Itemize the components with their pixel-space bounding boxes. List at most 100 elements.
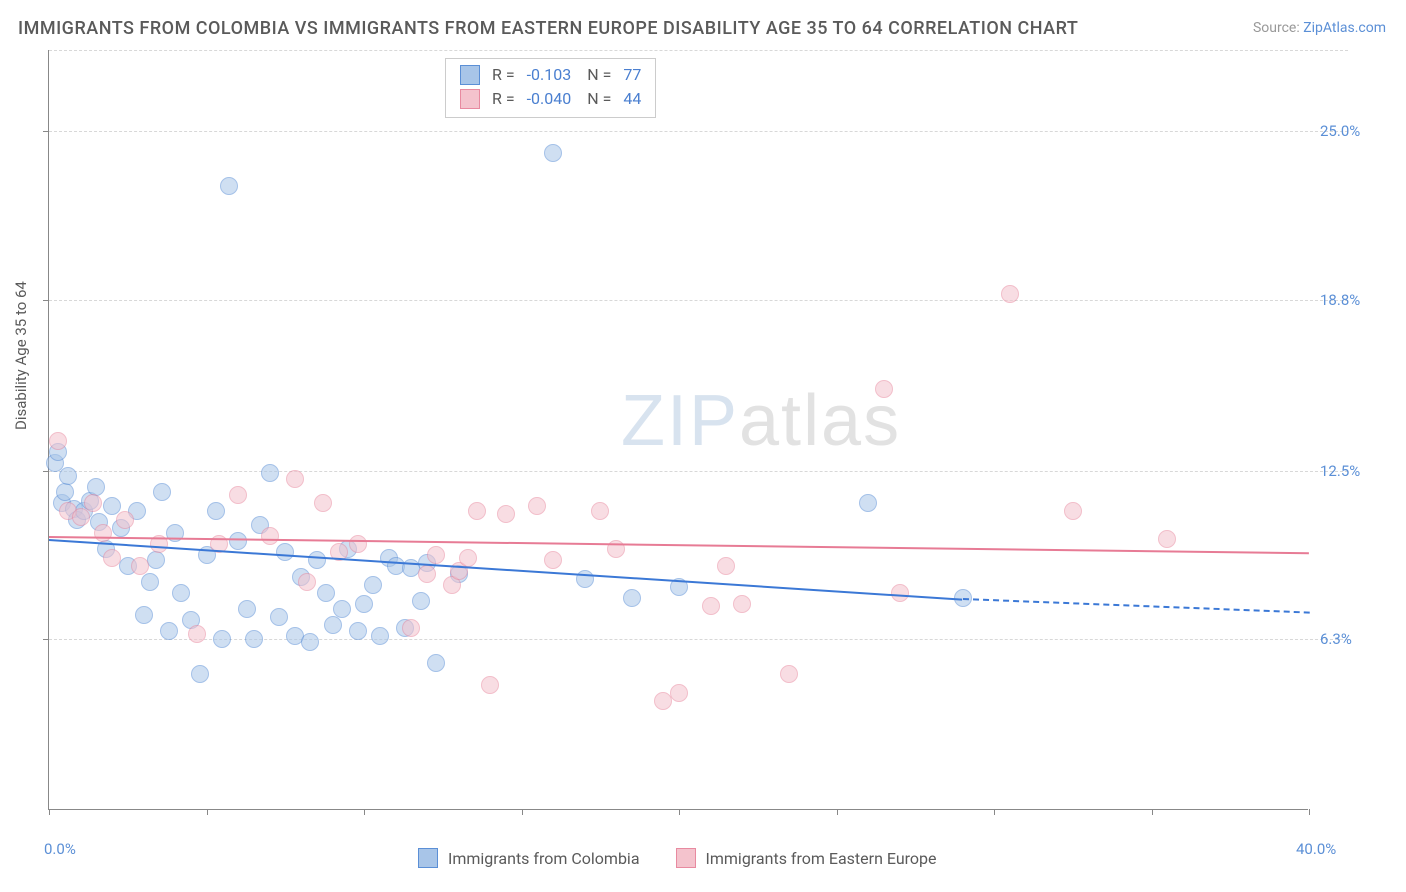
data-point — [702, 597, 720, 615]
data-point — [780, 665, 798, 683]
data-point — [160, 622, 178, 640]
gridline-h — [49, 471, 1348, 472]
data-point — [172, 584, 190, 602]
y-tick — [43, 300, 49, 301]
y-tick-label: 6.3% — [1320, 630, 1352, 648]
data-point — [131, 557, 149, 575]
data-point — [717, 557, 735, 575]
data-point — [238, 600, 256, 618]
data-point — [528, 497, 546, 515]
data-point — [371, 627, 389, 645]
data-point — [544, 551, 562, 569]
data-point — [355, 595, 373, 613]
data-point — [276, 543, 294, 561]
data-point — [261, 527, 279, 545]
n-label: N = — [583, 63, 611, 87]
data-point — [59, 467, 77, 485]
data-point — [56, 483, 74, 501]
data-point — [191, 665, 209, 683]
data-point — [427, 546, 445, 564]
data-point — [1158, 530, 1176, 548]
chart-title: IMMIGRANTS FROM COLOMBIA VS IMMIGRANTS F… — [18, 18, 1078, 39]
y-tick — [43, 131, 49, 132]
y-tick-label: 18.8% — [1320, 291, 1360, 309]
data-point — [49, 432, 67, 450]
data-point — [229, 486, 247, 504]
legend-swatch — [460, 65, 480, 85]
data-point — [497, 505, 515, 523]
r-value: -0.103 — [527, 63, 572, 87]
data-point — [87, 478, 105, 496]
data-point — [308, 551, 326, 569]
y-tick-label: 25.0% — [1320, 122, 1360, 140]
legend-item: Immigrants from Eastern Europe — [676, 848, 937, 868]
x-max-label: 40.0% — [1296, 840, 1336, 858]
gridline-h — [49, 50, 1348, 51]
n-value: 44 — [623, 87, 641, 111]
data-point — [153, 483, 171, 501]
correlation-row: R =-0.040 N =44 — [460, 87, 641, 111]
data-point — [544, 144, 562, 162]
data-point — [94, 524, 112, 542]
chart-source: Source: ZipAtlas.com — [1253, 20, 1386, 36]
data-point — [402, 619, 420, 637]
data-point — [103, 549, 121, 567]
legend-swatch — [418, 848, 438, 868]
source-link[interactable]: ZipAtlas.com — [1303, 20, 1386, 36]
data-point — [591, 502, 609, 520]
y-tick — [43, 639, 49, 640]
data-point — [481, 676, 499, 694]
data-point — [188, 625, 206, 643]
gridline-h — [49, 131, 1348, 132]
data-point — [859, 494, 877, 512]
r-label: R = — [492, 87, 515, 111]
data-point — [468, 502, 486, 520]
r-label: R = — [492, 63, 515, 87]
data-point — [213, 630, 231, 648]
data-point — [245, 630, 263, 648]
data-point — [891, 584, 909, 602]
x-tick — [364, 809, 365, 815]
x-min-label: 0.0% — [44, 840, 76, 858]
x-tick — [207, 809, 208, 815]
data-point — [459, 549, 477, 567]
n-value: 77 — [623, 63, 641, 87]
legend-label: Immigrants from Eastern Europe — [706, 849, 937, 868]
legend-label: Immigrants from Colombia — [448, 849, 640, 868]
data-point — [623, 589, 641, 607]
gridline-h — [49, 300, 1348, 301]
data-point — [220, 177, 238, 195]
watermark: ZIPatlas — [621, 380, 901, 462]
legend-item: Immigrants from Colombia — [418, 848, 640, 868]
data-point — [261, 464, 279, 482]
trend-line-extrapolated — [962, 598, 1309, 614]
x-tick — [1152, 809, 1153, 815]
data-point — [875, 380, 893, 398]
x-tick — [522, 809, 523, 815]
data-point — [147, 551, 165, 569]
data-point — [314, 494, 332, 512]
legend-swatch — [676, 848, 696, 868]
data-point — [333, 600, 351, 618]
data-point — [317, 584, 335, 602]
data-point — [324, 616, 342, 634]
x-tick — [679, 809, 680, 815]
data-point — [301, 633, 319, 651]
data-point — [229, 532, 247, 550]
data-point — [349, 535, 367, 553]
legend-swatch — [460, 89, 480, 109]
x-tick — [837, 809, 838, 815]
data-point — [364, 576, 382, 594]
y-axis-title: Disability Age 35 to 64 — [12, 281, 30, 430]
data-point — [270, 608, 288, 626]
data-point — [135, 606, 153, 624]
chart-container: IMMIGRANTS FROM COLOMBIA VS IMMIGRANTS F… — [0, 0, 1406, 892]
source-prefix: Source: — [1253, 20, 1303, 36]
data-point — [84, 494, 102, 512]
plot-area: ZIPatlas — [48, 50, 1308, 810]
data-point — [670, 684, 688, 702]
data-point — [116, 511, 134, 529]
data-point — [298, 573, 316, 591]
data-point — [733, 595, 751, 613]
r-value: -0.040 — [527, 87, 572, 111]
